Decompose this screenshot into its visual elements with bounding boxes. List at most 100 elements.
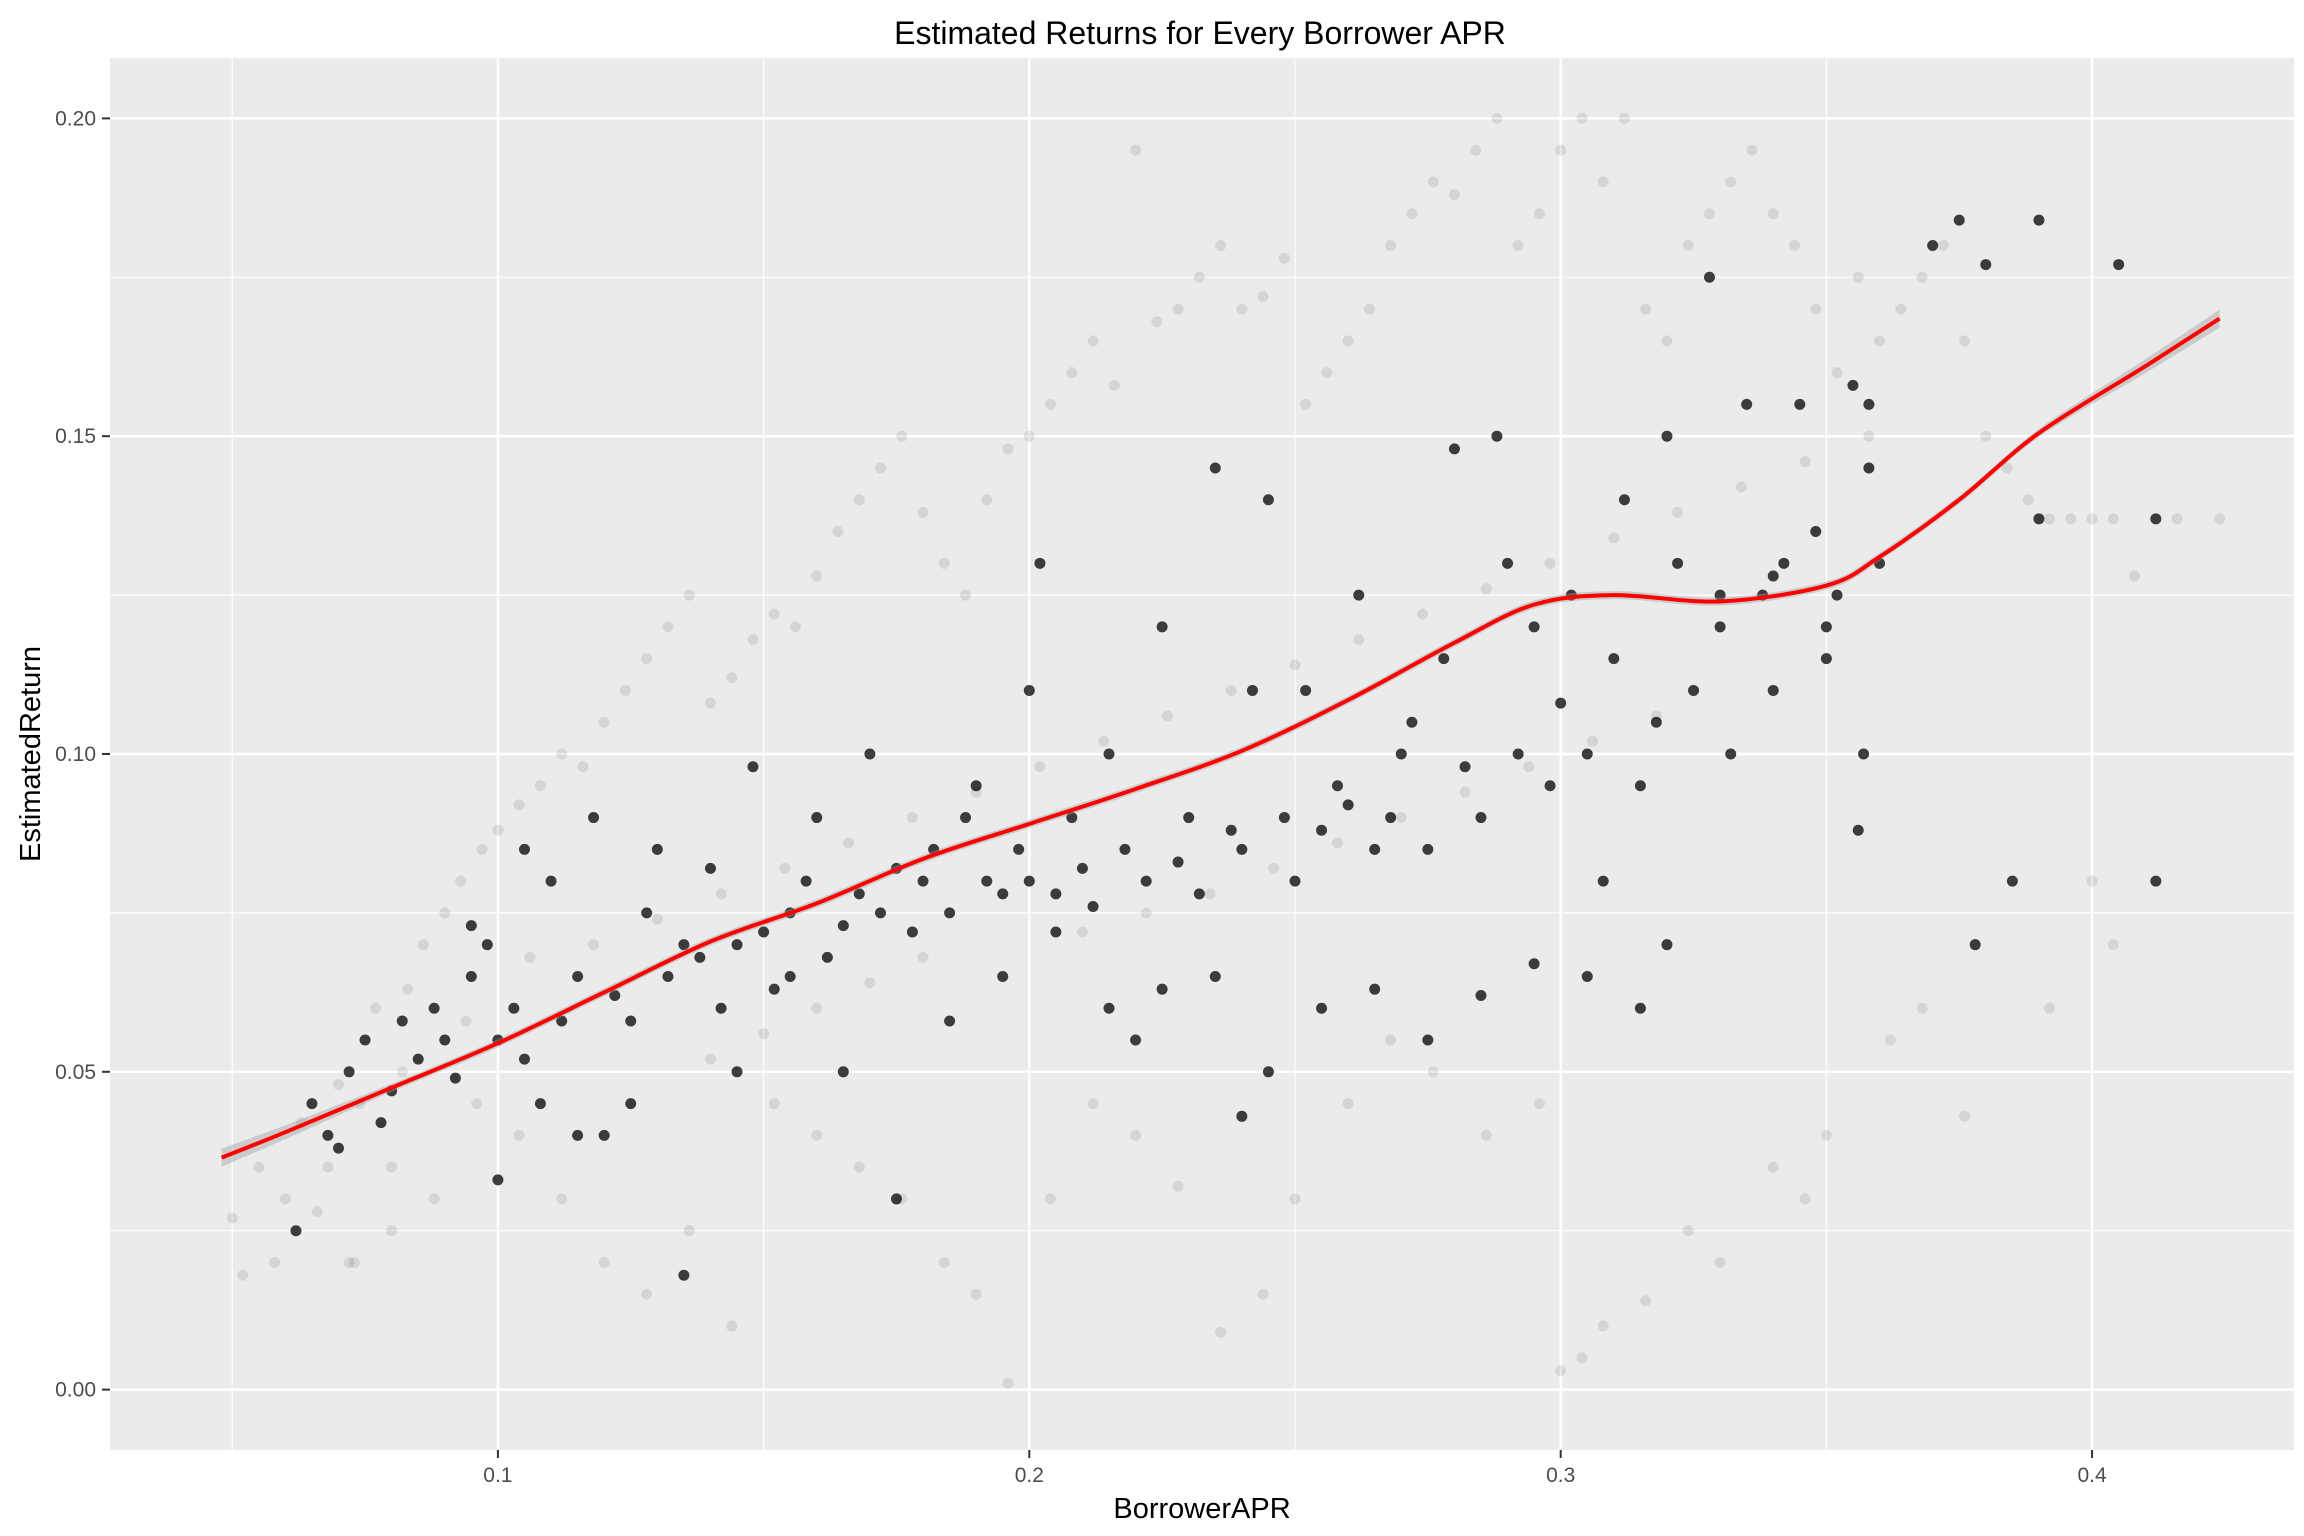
smooth-line [220, 316, 2221, 1160]
faint-data-point [726, 1320, 738, 1332]
data-point [1858, 748, 1870, 760]
data-point [1023, 684, 1035, 696]
faint-data-point [1353, 634, 1365, 646]
faint-data-point [1002, 443, 1014, 455]
faint-data-point [853, 494, 865, 506]
data-point [694, 951, 706, 963]
data-point [598, 1129, 610, 1141]
y-axis-title: EstimatedReturn [15, 646, 47, 862]
data-point [747, 761, 759, 773]
data-point [1332, 780, 1344, 792]
data-point [970, 780, 982, 792]
faint-data-point [322, 1161, 334, 1173]
faint-data-point [768, 1098, 780, 1110]
x-tick-label: 0.1 [483, 1464, 512, 1487]
data-point [1634, 780, 1646, 792]
data-point [678, 939, 690, 951]
faint-data-point [2086, 875, 2098, 887]
data-point [1209, 462, 1221, 474]
faint-data-point [1406, 208, 1418, 220]
data-point [837, 1066, 849, 1078]
faint-data-point [641, 1288, 653, 1300]
data-point [1794, 398, 1806, 410]
faint-data-point [832, 526, 844, 538]
faint-data-point [938, 557, 950, 569]
y-axis-ticks: 0.00 0.05 0.10 0.15 0.20 [55, 107, 110, 1402]
data-point [1066, 812, 1078, 824]
faint-data-point [1533, 1098, 1545, 1110]
data-point [625, 1098, 637, 1110]
faint-data-point [1735, 481, 1747, 493]
data-point [1119, 843, 1131, 855]
data-point [625, 1015, 637, 1027]
faint-data-point [1278, 252, 1290, 264]
data-point [1236, 1110, 1248, 1122]
faint-data-point [1874, 335, 1886, 347]
data-point [1385, 812, 1397, 824]
data-point [1448, 443, 1460, 455]
faint-data-point [1332, 837, 1344, 849]
data-point [1438, 653, 1450, 665]
data-point [1156, 983, 1168, 995]
data-point [1422, 1034, 1434, 1046]
faint-data-point [598, 1256, 610, 1268]
data-point [1316, 1002, 1328, 1014]
faint-data-point [237, 1269, 249, 1281]
faint-data-point [1799, 456, 1811, 468]
data-point [1225, 824, 1237, 836]
data-point [1342, 799, 1354, 811]
faint-data-point [1172, 1180, 1184, 1192]
faint-data-point [779, 862, 791, 874]
data-point [609, 990, 621, 1002]
data-point [306, 1098, 318, 1110]
faint-data-point [1470, 144, 1482, 156]
faint-data-point [1703, 208, 1715, 220]
faint-data-point [970, 1288, 982, 1300]
faint-points-layer [226, 112, 2226, 1389]
faint-data-point [1215, 1326, 1227, 1338]
data-point [492, 1174, 504, 1186]
faint-data-point [1459, 786, 1471, 798]
data-point [534, 1098, 546, 1110]
data-point [1650, 716, 1662, 728]
data-point [997, 888, 1009, 900]
data-point [1661, 430, 1673, 442]
faint-data-point [1225, 684, 1237, 696]
faint-data-point [1746, 144, 1758, 156]
faint-data-point [843, 837, 855, 849]
faint-data-point [1023, 430, 1035, 442]
faint-data-point [1916, 271, 1928, 283]
faint-data-point [534, 780, 546, 792]
faint-data-point [1820, 1129, 1832, 1141]
faint-data-point [1959, 1110, 1971, 1122]
data-point [1422, 843, 1434, 855]
faint-data-point [641, 653, 653, 665]
data-point [758, 926, 770, 938]
faint-data-point [269, 1256, 281, 1268]
data-point [837, 920, 849, 932]
faint-data-point [386, 1225, 398, 1237]
faint-data-point [789, 621, 801, 633]
data-point [508, 1002, 520, 1014]
faint-data-point [2214, 513, 2226, 525]
data-point [944, 907, 956, 919]
faint-data-point [864, 977, 876, 989]
data-point [800, 875, 812, 887]
data-point [439, 1034, 451, 1046]
y-tick-label: 0.05 [55, 1061, 96, 1084]
data-point [1369, 843, 1381, 855]
faint-data-point [1767, 1161, 1779, 1173]
data-point [662, 970, 674, 982]
data-point [1289, 875, 1301, 887]
data-point [1528, 621, 1540, 633]
faint-data-point [492, 824, 504, 836]
data-point [704, 862, 716, 874]
data-point [359, 1034, 371, 1046]
faint-data-point [428, 1193, 440, 1205]
faint-data-point [386, 1161, 398, 1173]
faint-data-point [2065, 513, 2077, 525]
data-point [1820, 653, 1832, 665]
data-point [906, 926, 918, 938]
faint-data-point [1045, 398, 1057, 410]
